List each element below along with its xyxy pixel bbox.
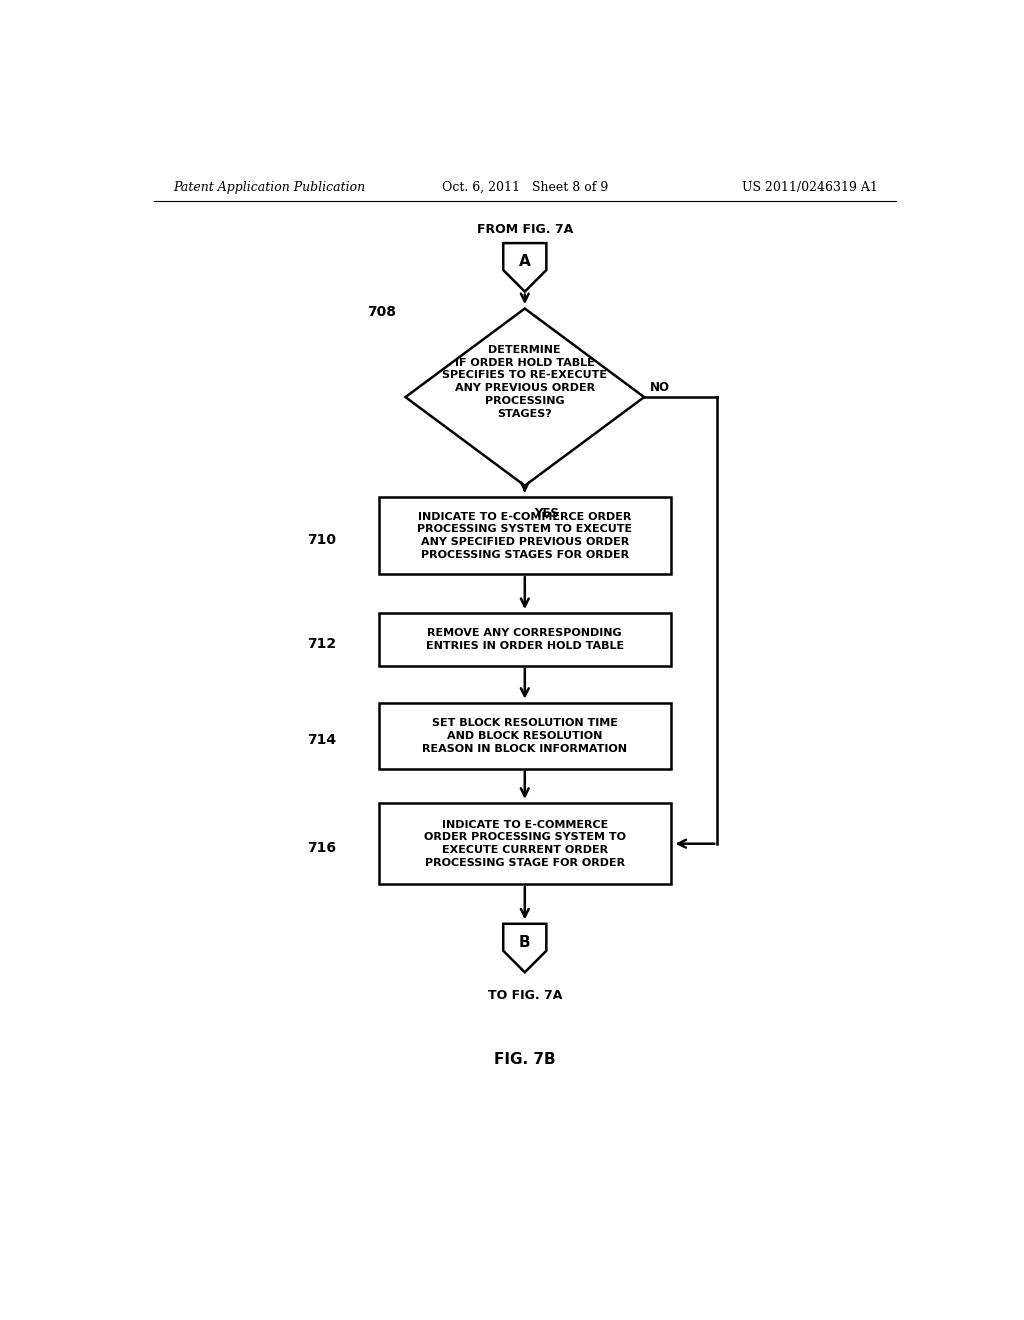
Text: YES: YES [535,507,559,520]
Polygon shape [379,614,671,665]
Text: FIG. 7B: FIG. 7B [494,1052,556,1067]
Text: INDICATE TO E-COMMERCE ORDER
PROCESSING SYSTEM TO EXECUTE
ANY SPECIFIED PREVIOUS: INDICATE TO E-COMMERCE ORDER PROCESSING … [417,511,633,560]
Text: Patent Application Publication: Patent Application Publication [173,181,365,194]
Text: Oct. 6, 2011   Sheet 8 of 9: Oct. 6, 2011 Sheet 8 of 9 [441,181,608,194]
Text: FROM FIG. 7A: FROM FIG. 7A [477,223,572,236]
Text: DETERMINE
IF ORDER HOLD TABLE
SPECIFIES TO RE-EXECUTE
ANY PREVIOUS ORDER
PROCESS: DETERMINE IF ORDER HOLD TABLE SPECIFIES … [442,345,607,418]
Polygon shape [503,924,547,973]
Text: 710: 710 [307,532,336,546]
Text: REMOVE ANY CORRESPONDING
ENTRIES IN ORDER HOLD TABLE: REMOVE ANY CORRESPONDING ENTRIES IN ORDE… [426,628,624,651]
Text: NO: NO [650,381,671,395]
Text: SET BLOCK RESOLUTION TIME
AND BLOCK RESOLUTION
REASON IN BLOCK INFORMATION: SET BLOCK RESOLUTION TIME AND BLOCK RESO… [422,718,628,754]
Polygon shape [379,498,671,574]
Polygon shape [406,309,644,486]
Text: INDICATE TO E-COMMERCE
ORDER PROCESSING SYSTEM TO
EXECUTE CURRENT ORDER
PROCESSI: INDICATE TO E-COMMERCE ORDER PROCESSING … [424,820,626,869]
Text: 712: 712 [307,636,336,651]
Text: 714: 714 [307,733,336,747]
Polygon shape [503,243,547,292]
Text: 708: 708 [367,305,396,318]
Text: B: B [519,935,530,949]
Polygon shape [379,704,671,768]
Text: TO FIG. 7A: TO FIG. 7A [487,989,562,1002]
Text: 716: 716 [307,841,336,854]
Polygon shape [379,804,671,884]
Text: US 2011/0246319 A1: US 2011/0246319 A1 [741,181,878,194]
Text: A: A [519,253,530,269]
